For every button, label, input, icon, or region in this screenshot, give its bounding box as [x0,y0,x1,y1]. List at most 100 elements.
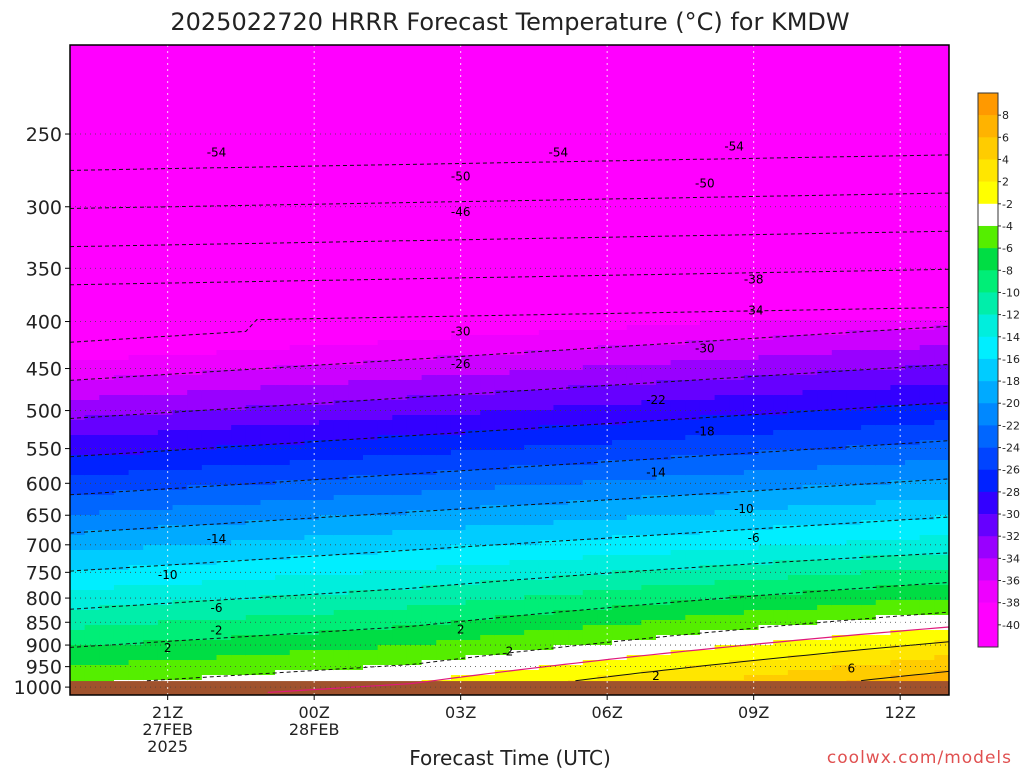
field-cell [275,505,291,511]
field-cell [289,50,305,56]
field-cell [377,280,393,286]
field-cell [494,570,511,576]
field-cell [553,130,569,136]
field-cell [392,635,408,641]
field-cell [172,275,188,281]
field-cell [363,370,379,376]
field-cell [275,395,291,401]
field-cell [304,175,320,181]
field-cell [509,360,525,366]
field-cell [245,240,262,246]
field-cell [216,190,232,196]
field-cell [187,605,203,611]
field-cell [231,65,247,71]
field-cell [524,150,540,156]
field-cell [377,425,393,431]
field-cell [436,365,452,371]
field-cell [172,445,188,451]
field-cell [436,270,452,276]
field-cell [568,440,584,446]
field-cell [450,395,467,401]
field-cell [494,85,511,91]
field-cell [626,90,642,96]
field-cell [436,85,452,91]
field-cell [84,300,100,306]
field-cell [216,60,232,66]
field-cell [465,480,481,486]
field-cell [377,545,393,551]
field-cell [201,575,218,581]
field-cell [582,605,598,611]
field-cell [582,675,598,681]
field-cell [480,330,496,336]
field-cell [465,670,481,676]
field-cell [553,400,569,406]
field-cell [436,665,452,671]
field-cell [113,580,130,586]
field-cell [260,370,276,376]
field-cell [231,75,247,81]
field-cell [319,475,335,481]
field-cell [524,630,540,636]
field-cell [113,75,130,81]
field-cell [582,640,598,646]
field-cell [363,375,379,381]
field-cell [187,175,203,181]
field-cell [494,460,511,466]
field-cell [319,445,335,451]
field-cell [157,235,174,241]
field-cell [275,495,291,501]
field-cell [377,460,393,466]
field-cell [377,250,393,256]
field-cell [84,65,100,71]
field-cell [113,390,130,396]
field-cell [201,145,218,151]
field-cell [348,50,364,56]
field-cell [392,465,408,471]
field-cell [113,440,130,446]
field-cell [377,205,393,211]
field-cell [524,645,540,651]
field-cell [480,300,496,306]
field-cell [612,485,628,491]
field-cell [377,605,393,611]
field-cell [450,120,467,126]
field-cell [348,320,364,326]
field-cell [406,675,423,681]
field-cell [245,325,262,331]
field-cell [480,460,496,466]
field-cell [597,605,613,611]
field-cell [509,215,525,221]
field-cell [231,145,247,151]
field-cell [275,225,291,231]
field-cell [494,130,511,136]
field-cell [201,625,218,631]
field-cell [113,665,130,671]
field-cell [509,675,525,681]
field-cell [494,675,511,681]
field-cell [480,485,496,491]
field-cell [436,65,452,71]
field-cell [157,60,174,66]
field-cell [597,110,613,116]
field-cell [99,665,115,671]
field-cell [509,520,525,526]
field-cell [275,510,291,516]
field-cell [612,420,628,426]
field-cell [568,425,584,431]
field-cell [348,145,364,151]
field-cell [216,390,232,396]
field-cell [304,130,320,136]
field-cell [363,445,379,451]
field-cell [201,165,218,171]
field-cell [157,300,174,306]
field-cell [260,150,276,156]
field-cell [260,190,276,196]
field-cell [260,520,276,526]
field-cell [436,390,452,396]
field-cell [201,405,218,411]
field-cell [509,465,525,471]
field-cell [157,565,174,571]
field-cell [216,325,232,331]
field-cell [406,410,423,416]
